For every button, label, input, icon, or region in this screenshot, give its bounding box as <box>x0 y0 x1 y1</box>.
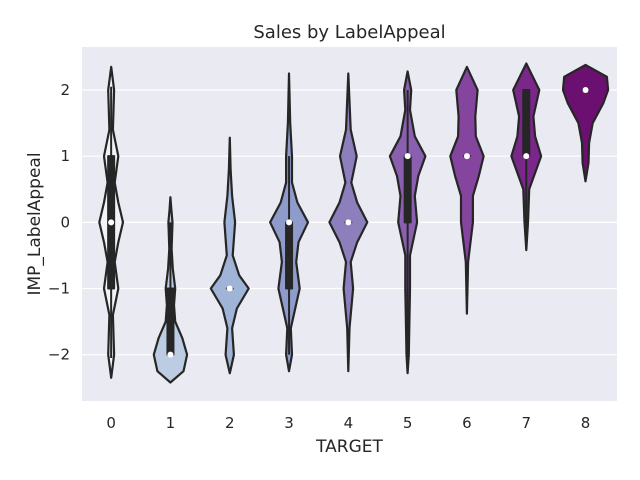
violin-3 <box>269 72 310 373</box>
violin-8 <box>561 63 610 183</box>
violin-iqr-box <box>522 89 531 158</box>
violin-iqr-box <box>166 287 175 356</box>
violin-median <box>286 219 293 226</box>
violin-4 <box>328 72 369 373</box>
violin-6 <box>449 65 485 315</box>
violin-body <box>449 65 485 315</box>
x-tick-label: 6 <box>462 414 472 432</box>
violin-median <box>226 285 233 292</box>
x-tick-label: 1 <box>166 414 176 432</box>
violin-0 <box>98 65 125 379</box>
violin-median <box>167 351 174 358</box>
x-tick-label: 5 <box>403 414 413 432</box>
violin-iqr-box <box>285 221 294 290</box>
violin-median <box>463 153 470 160</box>
x-tick-label: 0 <box>106 414 116 432</box>
y-axis-label: IMP_LabelAppeal <box>25 152 45 295</box>
violin-median <box>523 153 530 160</box>
violin-median <box>345 219 352 226</box>
violin-median <box>404 153 411 160</box>
y-tick-label: 1 <box>60 147 70 165</box>
x-tick-label: 7 <box>521 414 531 432</box>
y-tick-label: 2 <box>60 81 70 99</box>
violin-7 <box>510 62 543 252</box>
chart-title: Sales by LabelAppeal <box>253 22 445 43</box>
y-tick-label: −2 <box>48 346 70 364</box>
x-tick-label: 8 <box>581 414 591 432</box>
x-tick-label: 2 <box>225 414 235 432</box>
y-tick-label: 0 <box>60 213 70 231</box>
violins <box>98 62 610 384</box>
violin-median <box>108 219 115 226</box>
violin-5 <box>388 70 427 375</box>
violin-iqr-box <box>403 155 412 224</box>
x-tick-labels: 0 1 2 3 4 5 6 7 8 <box>106 414 590 432</box>
y-tick-labels: −2 −1 0 1 2 <box>48 81 70 364</box>
violin-2 <box>209 136 250 375</box>
violin-body <box>209 136 250 375</box>
x-tick-label: 4 <box>344 414 354 432</box>
violin-body <box>561 63 610 183</box>
x-tick-label: 3 <box>284 414 294 432</box>
x-axis-label: TARGET <box>315 437 383 457</box>
violin-1 <box>152 196 189 384</box>
y-tick-label: −1 <box>48 280 70 298</box>
violin-median <box>582 87 589 94</box>
